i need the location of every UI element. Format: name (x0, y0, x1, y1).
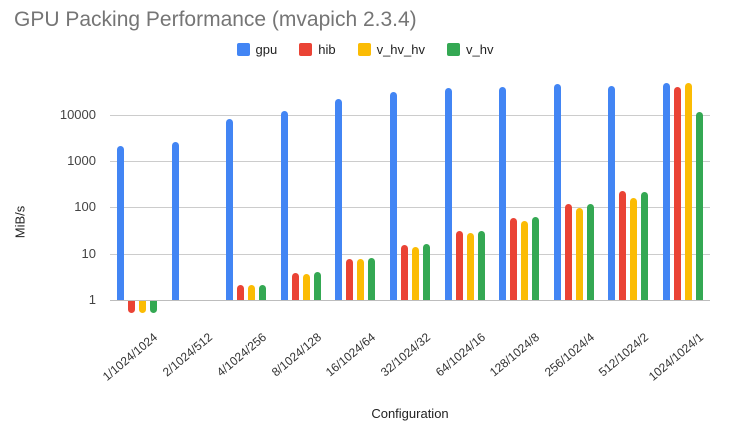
legend-item-gpu: gpu (236, 42, 278, 57)
y-tick-label: 1 (88, 292, 96, 307)
bar-gpu-256/1024/4[interactable] (553, 84, 561, 300)
bar-v_hv-512/1024/2[interactable] (641, 192, 649, 300)
bar-v_hv-32/1024/32[interactable] (423, 244, 430, 300)
bar-v_hv-4/1024/256[interactable] (259, 285, 267, 300)
legend-item-v_hv_hv: v_hv_hv (357, 42, 425, 57)
x-tick-label: 64/1024/16 (432, 330, 488, 380)
legend-label: gpu (255, 42, 278, 57)
y-tick-label: 10 (81, 245, 96, 261)
chart-title: GPU Packing Performance (mvapich 2.3.4) (14, 8, 417, 31)
bar-v_hv_hv-32/1024/32[interactable] (412, 246, 419, 300)
x-tick-label: 4/1024/256 (214, 330, 270, 380)
bar-gpu-1/1024/1024[interactable] (117, 146, 125, 300)
x-tick-label: 8/1024/128 (268, 330, 324, 380)
legend-swatch-icon (236, 43, 250, 56)
bar-v_hv_hv-16/1024/64[interactable] (357, 259, 365, 300)
bar-v_hv-8/1024/128[interactable] (313, 271, 321, 300)
bar-hib-128/1024/8[interactable] (510, 217, 518, 300)
bar-gpu-32/1024/32[interactable] (390, 92, 397, 300)
gridline (110, 300, 710, 301)
bar-hib-512/1024/2[interactable] (619, 190, 627, 300)
legend: gpu hib v_hv_hv v_hv (0, 42, 730, 57)
x-tick-label: 2/1024/512 (159, 330, 215, 380)
x-axis-title: Configuration (371, 406, 449, 421)
bar-v_hv-256/1024/4[interactable] (586, 203, 594, 300)
bar-v_hv_hv-512/1024/2[interactable] (630, 197, 638, 300)
bar-hib-1/1024/1024[interactable] (128, 301, 136, 314)
bar-hib-8/1024/128[interactable] (291, 273, 299, 300)
x-tick-label: 1/1024/1024 (100, 330, 161, 384)
gridline (110, 253, 710, 255)
y-tick-label: 1000 (67, 153, 96, 169)
bar-gpu-128/1024/8[interactable] (499, 86, 507, 300)
bar-gpu-4/1024/256[interactable] (226, 119, 234, 300)
x-tick-label: 512/1024/2 (596, 330, 652, 380)
bar-gpu-2/1024/512[interactable] (171, 141, 179, 300)
legend-swatch-icon (357, 43, 371, 56)
y-tick-label: 100 (74, 199, 96, 215)
y-tick-label: 10000 (59, 106, 96, 122)
bar-gpu-1024/1024/1[interactable] (662, 83, 670, 300)
gridline (110, 207, 710, 209)
legend-item-hib: hib (299, 42, 336, 57)
bar-hib-4/1024/256[interactable] (237, 285, 245, 300)
bar-hib-16/1024/64[interactable] (346, 258, 354, 300)
bar-gpu-512/1024/2[interactable] (608, 85, 616, 300)
bar-v_hv-1/1024/1024[interactable] (150, 301, 158, 314)
gridline (110, 161, 710, 163)
bar-v_hv_hv-256/1024/4[interactable] (575, 208, 583, 300)
legend-label: v_hv (466, 42, 494, 57)
legend-item-v_hv: v_hv (447, 42, 493, 57)
bar-v_hv_hv-64/1024/16[interactable] (466, 232, 474, 300)
legend-swatch-icon (299, 43, 313, 56)
x-tick-label: 128/1024/8 (487, 330, 543, 380)
x-tick-label: 32/1024/32 (377, 330, 433, 380)
bar-v_hv-16/1024/64[interactable] (368, 257, 376, 300)
x-tick-label: 256/1024/4 (541, 330, 597, 380)
bar-v_hv_hv-128/1024/8[interactable] (521, 220, 529, 300)
bar-hib-32/1024/32[interactable] (401, 244, 408, 300)
bar-gpu-16/1024/64[interactable] (335, 98, 343, 300)
bar-v_hv_hv-8/1024/128[interactable] (302, 273, 310, 300)
bar-v_hv-1024/1024/1[interactable] (695, 111, 703, 300)
bar-v_hv_hv-1024/1024/1[interactable] (684, 83, 692, 300)
bar-gpu-64/1024/16[interactable] (444, 87, 452, 300)
bar-v_hv_hv-4/1024/256[interactable] (248, 285, 256, 300)
bar-v_hv_hv-1/1024/1024[interactable] (139, 301, 147, 314)
bar-hib-256/1024/4[interactable] (564, 203, 572, 300)
gridline (110, 114, 710, 116)
bar-v_hv-128/1024/8[interactable] (532, 217, 540, 300)
x-tick-label: 1024/1024/1 (645, 330, 706, 384)
legend-swatch-icon (447, 43, 460, 56)
bar-v_hv-64/1024/16[interactable] (477, 230, 485, 300)
x-tick-label: 16/1024/64 (323, 330, 379, 380)
plot-area (110, 78, 710, 314)
legend-label: v_hv_hv (376, 42, 425, 57)
bar-hib-64/1024/16[interactable] (455, 230, 463, 300)
bar-gpu-8/1024/128[interactable] (280, 111, 288, 300)
bar-hib-1024/1024/1[interactable] (673, 87, 681, 300)
legend-label: hib (318, 42, 336, 57)
